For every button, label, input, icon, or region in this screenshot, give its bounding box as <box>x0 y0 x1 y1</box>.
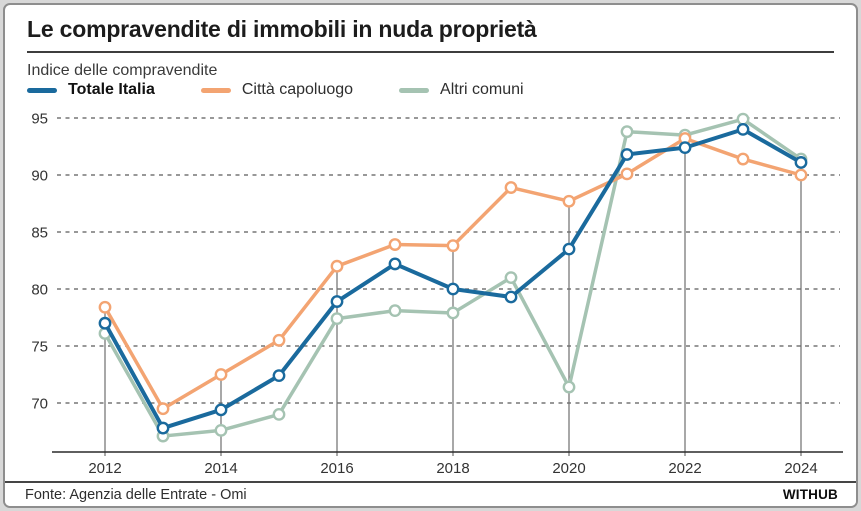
svg-text:2022: 2022 <box>668 460 701 477</box>
chart-legend: Totale Italia Città capoluogo Altri comu… <box>27 81 524 99</box>
svg-text:70: 70 <box>31 396 48 413</box>
svg-text:2018: 2018 <box>436 460 469 477</box>
svg-text:75: 75 <box>31 339 48 356</box>
legend-item-citta-capoluogo: Città capoluogo <box>200 81 354 99</box>
svg-text:2020: 2020 <box>552 460 585 477</box>
legend-label: Totale Italia <box>68 81 155 98</box>
svg-text:2016: 2016 <box>320 460 353 477</box>
svg-text:85: 85 <box>31 225 48 242</box>
title-divider <box>27 51 834 53</box>
svg-text:2024: 2024 <box>784 460 817 477</box>
legend-item-totale-italia: Totale Italia <box>27 81 155 99</box>
line-swatch-icon <box>399 87 430 93</box>
svg-text:80: 80 <box>31 282 48 299</box>
legend-label: Città capoluogo <box>241 81 354 98</box>
source-text: Fonte: Agenzia delle Entrate - Omi <box>25 486 247 503</box>
chart-header: Le compravendite di immobili in nuda pro… <box>5 5 856 80</box>
svg-text:95: 95 <box>31 111 48 128</box>
line-swatch-icon <box>200 87 231 93</box>
legend-item-altri-comuni: Altri comuni <box>399 81 524 99</box>
line-chart: 70 75 80 85 90 95 2012 2014 2016 2018 2020 2022 2024 <box>31 111 843 477</box>
chart-subtitle: Indice delle compravendite <box>27 62 218 79</box>
chart-footer: Fonte: Agenzia delle Entrate - Omi WITHU… <box>5 481 856 506</box>
svg-text:2014: 2014 <box>204 460 237 477</box>
line-swatch-icon <box>27 87 57 93</box>
withub-logo: WITHUB <box>782 487 838 502</box>
legend-label: Altri comuni <box>440 81 524 98</box>
infographic-card: Le compravendite di immobili in nuda pro… <box>3 3 858 508</box>
page-title: Le compravendite di immobili in nuda pro… <box>27 16 537 42</box>
svg-text:2012: 2012 <box>88 460 121 477</box>
svg-text:90: 90 <box>31 168 48 185</box>
